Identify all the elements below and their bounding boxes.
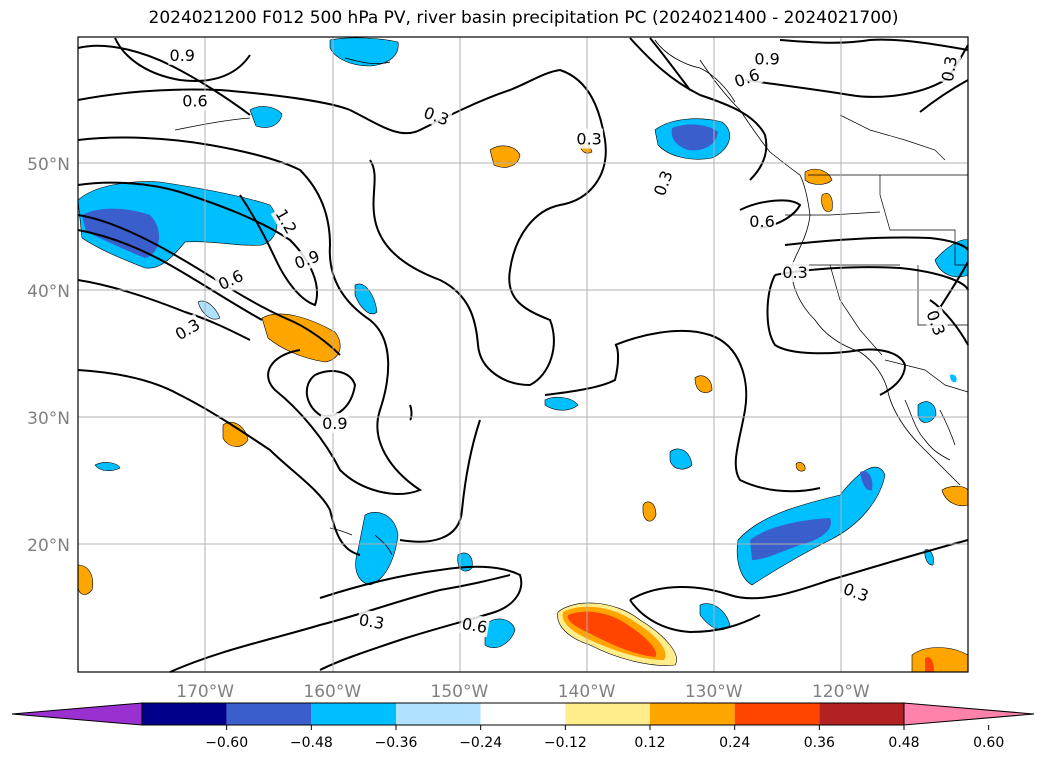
latitude-labels: 50°N 40°N 30°N 20°N bbox=[27, 155, 70, 556]
colorbar-tick-label: 0.24 bbox=[719, 735, 750, 751]
lat-label: 50°N bbox=[27, 155, 70, 175]
svg-text:0.3: 0.3 bbox=[357, 610, 385, 633]
pv-contour-label: 0.3 bbox=[356, 608, 388, 634]
colorbar-segment bbox=[650, 703, 735, 725]
svg-text:0.3: 0.3 bbox=[782, 263, 807, 282]
lat-label: 30°N bbox=[27, 409, 70, 429]
lon-label: 120°W bbox=[812, 682, 870, 702]
svg-text:0.6: 0.6 bbox=[749, 212, 774, 231]
lat-label: 40°N bbox=[27, 282, 70, 302]
pv-contour-label: 0.3 bbox=[419, 101, 454, 130]
colorbar-tick-label: −0.60 bbox=[205, 735, 248, 751]
pv-contour-label: 0.6 bbox=[459, 612, 491, 638]
pv-contour-label: 0.3 bbox=[648, 166, 678, 200]
colorbar-segment bbox=[734, 703, 820, 725]
map-title: 2024021200 F012 500 hPa PV, river basin … bbox=[148, 8, 899, 28]
svg-text:0.6: 0.6 bbox=[182, 92, 207, 111]
svg-text:0.3: 0.3 bbox=[172, 315, 204, 344]
svg-text:0.3: 0.3 bbox=[576, 130, 601, 149]
precip-shading bbox=[77, 37, 969, 673]
colorbar-segment bbox=[565, 703, 650, 725]
pv-contour-label: 0.6 bbox=[748, 211, 777, 232]
colorbar-extend-high bbox=[903, 702, 1035, 726]
colorbar-tick-label: −0.24 bbox=[459, 735, 502, 751]
colorbar-extend-low bbox=[11, 702, 143, 726]
colorbar-segment bbox=[480, 703, 566, 725]
colorbar-tick-label: 0.12 bbox=[634, 735, 665, 751]
pv-contour-label: 0.6 bbox=[180, 90, 209, 111]
pv-contour-label: 0.9 bbox=[290, 245, 324, 274]
svg-text:0.9: 0.9 bbox=[754, 50, 779, 69]
lon-label: 130°W bbox=[685, 682, 743, 702]
colorbar-tick-label: −0.12 bbox=[544, 735, 587, 751]
colorbar-tick-label: 0.48 bbox=[888, 735, 919, 751]
pv-contour-labels: 0.90.90.9 0.90.60.60.60.60.60.30.30.30.30… bbox=[168, 44, 962, 638]
pv-contour-label: 0.3 bbox=[936, 53, 962, 85]
political-boundaries bbox=[785, 114, 969, 393]
colorbar-segment bbox=[819, 703, 904, 725]
pv-contour-label: 0.3 bbox=[839, 577, 873, 607]
colorbar-tick-label: −0.48 bbox=[290, 735, 333, 751]
colorbar-tick-label: 0.36 bbox=[804, 735, 835, 751]
pv-contour-label: 0.9 bbox=[320, 413, 349, 434]
pv-contour-label: 0.3 bbox=[781, 261, 810, 282]
pv-contour-label: 0.9 bbox=[168, 44, 197, 65]
colorbar-segment bbox=[142, 703, 227, 725]
lon-label: 170°W bbox=[176, 682, 234, 702]
pv-contours bbox=[77, 37, 969, 673]
colorbar-tick-label: 0.60 bbox=[973, 735, 1004, 751]
colorbar: −0.60 −0.48 −0.36 −0.24 −0.12 0.12 0.24 0.36 0.4… bbox=[11, 702, 1035, 751]
longitude-labels: 170°W 160°W 150°W 140°W 130°W 120°W bbox=[176, 682, 870, 702]
colorbar-segment bbox=[226, 703, 312, 725]
lat-label: 20°N bbox=[27, 536, 70, 556]
lon-label: 140°W bbox=[558, 682, 616, 702]
pv-contour-label: 1.2 bbox=[270, 204, 303, 239]
svg-text:0.9: 0.9 bbox=[170, 46, 195, 65]
pv-contour-label: 0.3 bbox=[575, 128, 604, 149]
coastlines bbox=[174, 39, 961, 556]
lon-label: 150°W bbox=[431, 682, 489, 702]
svg-text:0.3: 0.3 bbox=[938, 55, 961, 83]
svg-text:0.6: 0.6 bbox=[460, 614, 488, 637]
lon-label: 160°W bbox=[303, 682, 361, 702]
pv-contour-label: 0.3 bbox=[922, 306, 951, 340]
gridlines bbox=[78, 37, 968, 672]
colorbar-segment bbox=[311, 703, 396, 725]
pv-contour-label: 0.9 bbox=[753, 48, 782, 69]
colorbar-tick-label: −0.36 bbox=[375, 735, 418, 751]
svg-text:0.9: 0.9 bbox=[322, 414, 347, 433]
map-frame bbox=[77, 36, 969, 673]
colorbar-segment bbox=[396, 703, 481, 725]
